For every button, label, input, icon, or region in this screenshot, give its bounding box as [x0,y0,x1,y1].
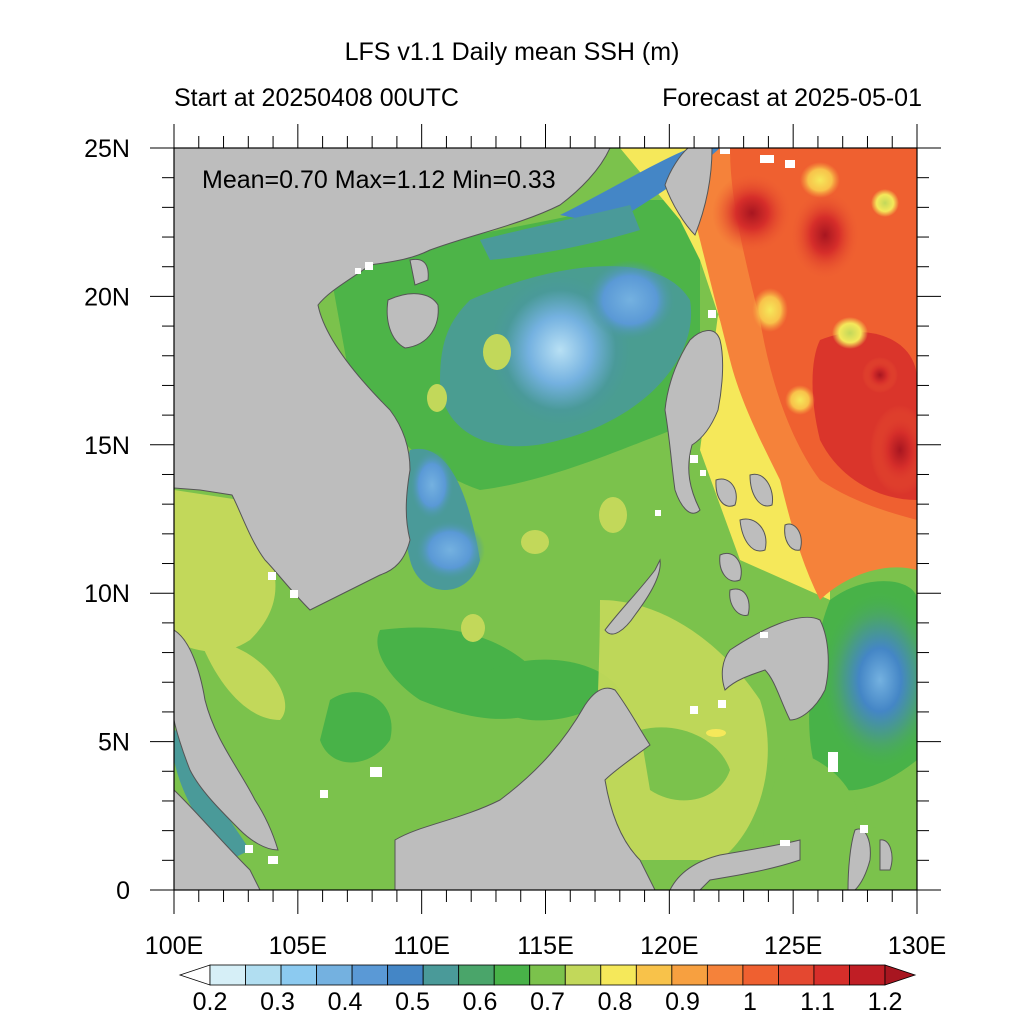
chart-title: LFS v1.1 Daily mean SSH (m) [344,38,680,66]
y-tick-label: 10N [84,580,130,608]
colorbar-arrow-high [884,964,917,986]
colorbar-bin [387,964,424,986]
colorbar-label: 0.9 [665,988,700,1016]
colorbar-label: 0.4 [328,988,363,1016]
y-tick-label: 5N [98,729,130,757]
stats-label: Mean=0.70 Max=1.12 Min=0.33 [202,166,556,194]
colorbar-bin [600,964,637,986]
colorbar-label: 1.2 [868,988,903,1016]
colorbar-label: 0.7 [530,988,565,1016]
colorbar-bin [422,964,460,986]
colorbar-bin [742,964,779,986]
colorbar-bin [351,964,389,986]
colorbar-bin [458,964,495,986]
colorbar-arrow-low [178,964,211,986]
y-tick-label: 15N [84,432,130,460]
coastal-gaps [245,148,868,864]
x-tick-label: 100E [145,932,203,960]
colorbar-bin [671,964,708,986]
x-tick-label: 120E [640,932,698,960]
colorbar-bin [813,964,850,986]
y-tick-label: 0 [116,877,130,905]
colorbar-bin [706,964,744,986]
colorbar-bin [316,964,353,986]
colorbar-bin [245,964,282,986]
x-tick-label: 115E [517,932,574,960]
forecast-time-label: Forecast at 2025-05-01 [662,84,922,112]
colorbar-label: 0.8 [598,988,633,1016]
colorbar-label: 0.2 [193,988,228,1016]
start-time-label: Start at 20250408 00UTC [174,84,459,112]
y-tick-label: 20N [84,283,130,311]
colorbar-bin [564,964,602,986]
colorbar-bin [635,964,673,986]
axis-ticks: 100E 105E 110E 115E 120E 125E 130E 0 5N 10N 15N 20N… [84,124,946,960]
colorbar-label: 0.5 [395,988,430,1016]
colorbar-label: 1 [743,988,757,1016]
colorbar-bin [778,964,815,986]
colorbar-label: 1.1 [800,988,835,1016]
colorbar-bin [280,964,317,986]
colorbar-bin [849,964,886,986]
colorbar: 0.2 0.3 0.4 0.5 0.6 0.7 0.8 0.9 1 1.1 1.2 [178,964,917,1016]
x-tick-label: 125E [764,932,822,960]
land-masses [174,148,893,890]
x-tick-label: 105E [269,932,327,960]
x-tick-label: 130E [888,932,946,960]
colorbar-bin [209,964,246,986]
colorbar-label: 0.3 [260,988,295,1016]
ssh-field [174,148,917,890]
y-tick-label: 25N [84,135,130,163]
colorbar-bin [529,964,566,986]
colorbar-label: 0.6 [463,988,498,1016]
colorbar-bin [493,964,531,986]
x-tick-label: 110E [393,932,450,960]
